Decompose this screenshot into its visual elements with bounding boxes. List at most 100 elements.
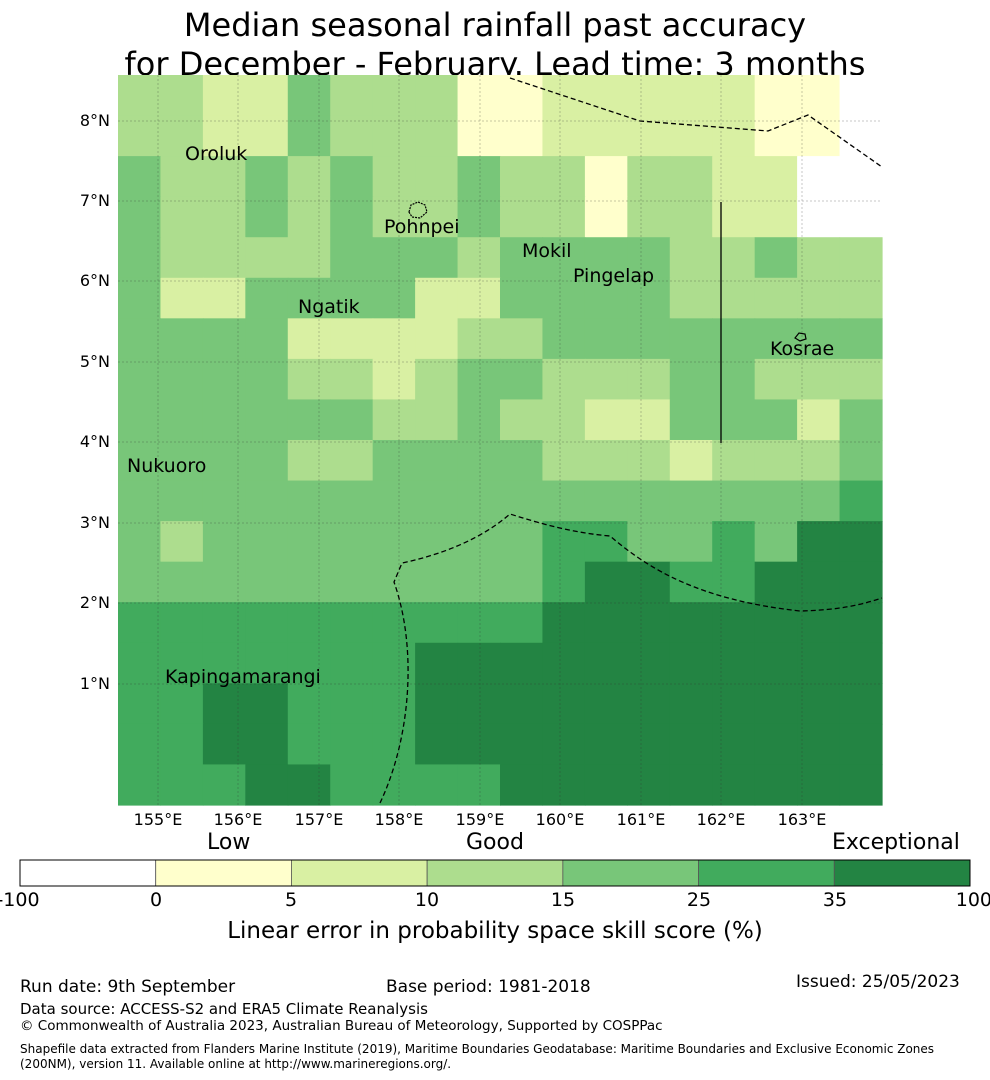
grid-cell [542, 237, 586, 279]
grid-cell [415, 156, 459, 198]
colorbar-segment [833, 859, 971, 887]
grid-cell [372, 237, 416, 279]
grid-cell [542, 521, 586, 563]
grid-cell [160, 764, 204, 806]
grid-cell [415, 521, 459, 563]
grid-cell [330, 237, 374, 279]
lon-label-159e: 159°E [455, 810, 505, 829]
grid-cell [202, 683, 246, 725]
grid-cell [584, 318, 628, 360]
grid-cell [245, 399, 289, 441]
grid-cell [118, 196, 162, 238]
grid-cell [839, 602, 883, 644]
grid-cell [542, 399, 586, 441]
grid-cell [160, 318, 204, 360]
colorbar-segment [19, 859, 157, 887]
grid-cell [287, 156, 331, 198]
grid-cell [372, 358, 416, 401]
lon-label-160e: 160°E [535, 810, 585, 829]
eez-boundary-south [379, 513, 883, 804]
grid-cell [754, 561, 798, 603]
grid-cell [584, 277, 628, 319]
grid-cell [330, 196, 374, 238]
grid-cell [712, 237, 756, 279]
grid-cell [627, 196, 671, 238]
grid-cell [500, 196, 544, 238]
grid-cell [415, 723, 459, 766]
grid-cell [287, 764, 331, 806]
grid-cell [457, 440, 501, 482]
lon-label-162e: 162°E [696, 810, 746, 829]
grid-cell [627, 602, 671, 644]
grid-cell [330, 683, 374, 725]
grid-cell [754, 683, 798, 725]
grid-cell [669, 723, 713, 766]
grid-cell [500, 399, 544, 441]
grid-cell [627, 521, 671, 563]
grid-cell [712, 196, 756, 238]
grid-cell [457, 196, 501, 238]
grid-cell [415, 642, 459, 684]
grid-cell [415, 75, 459, 117]
grid-cell [542, 156, 586, 198]
grid-cell [839, 521, 883, 563]
grid-cell [287, 237, 331, 279]
grid-cell [245, 318, 289, 360]
island-outlines [408, 201, 807, 342]
grid-cell [287, 642, 331, 684]
grid-cell [500, 358, 544, 401]
lon-label-155e: 155°E [133, 810, 183, 829]
grid-cell [245, 683, 289, 725]
grid-cell [457, 764, 501, 806]
grid-cell [202, 399, 246, 441]
grid-cell [245, 237, 289, 279]
lat-label-2n: 2°N [79, 593, 110, 612]
grid-cell [542, 440, 586, 482]
grid-cell [202, 521, 246, 563]
grid-cell [372, 156, 416, 198]
grid-cell [372, 723, 416, 766]
grid-cell [415, 115, 459, 157]
grid-cell [457, 561, 501, 603]
run-date: Run date: 9th September [20, 977, 236, 997]
eez-boundary-north [509, 77, 883, 168]
colorbar-tick-5: 5 [284, 889, 298, 911]
grid-cell [797, 399, 841, 441]
grid-cell [245, 521, 289, 563]
grid-cell [754, 196, 798, 238]
grid-cell [160, 723, 204, 766]
grid-cell [797, 602, 841, 644]
grid-cell [584, 723, 628, 766]
grid-cell [202, 602, 246, 644]
grid-cell [457, 75, 501, 117]
place-label-mokil: Mokil [522, 240, 572, 262]
grid-cell [542, 318, 586, 360]
place-label-oroluk: Oroluk [185, 143, 247, 165]
grid-cell [542, 115, 586, 157]
grid-cell [202, 156, 246, 198]
grid-cell [754, 277, 798, 319]
grid-cell [627, 399, 671, 441]
lat-label-5n: 5°N [79, 352, 110, 371]
grid-cell [669, 440, 713, 482]
grid-cell [839, 277, 883, 319]
grid-cell [330, 642, 374, 684]
colorbar-word-exceptional: Exceptional [832, 830, 960, 855]
grid-cell [754, 521, 798, 563]
grid-cell [457, 683, 501, 725]
pohnpei-outline [408, 201, 428, 219]
lat-label-4n: 4°N [79, 432, 110, 451]
grid-cell [160, 602, 204, 644]
grid-cell [839, 237, 883, 279]
grid-cell [287, 318, 331, 360]
grid-cell [457, 723, 501, 766]
kosrae-outline [794, 332, 807, 342]
grid-cell [415, 683, 459, 725]
grid-cell [797, 277, 841, 319]
grid-cell [754, 75, 798, 117]
grid-cell [839, 480, 883, 522]
grid-cell [712, 521, 756, 563]
grid-cell [500, 764, 544, 806]
grid-cell [542, 196, 586, 238]
grid-cell [415, 237, 459, 279]
